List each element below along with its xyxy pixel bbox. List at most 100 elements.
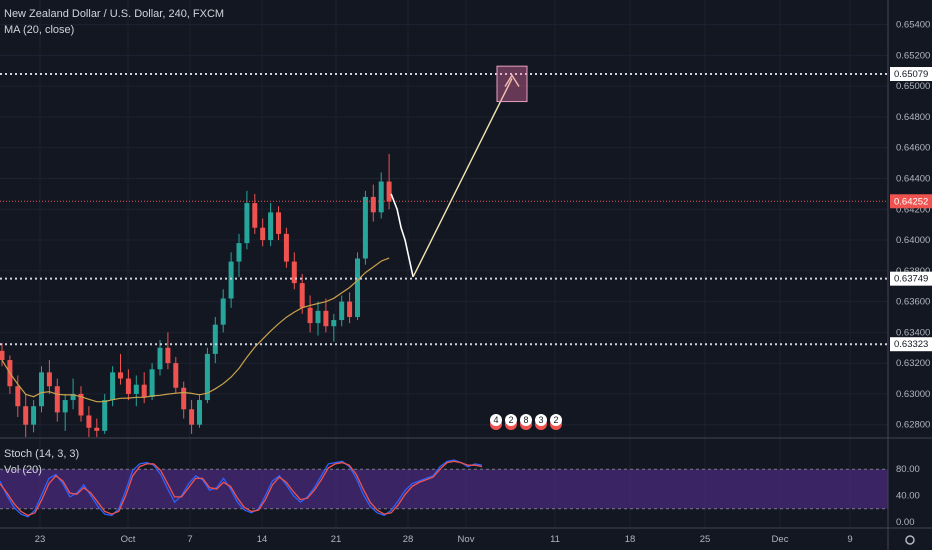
y-tick-label: 0.65400 xyxy=(896,20,930,31)
stoch-line-1 xyxy=(0,460,483,517)
candle-body xyxy=(339,301,345,321)
x-tick-label: 21 xyxy=(331,534,342,545)
event-badge-label: 2 xyxy=(508,415,513,425)
candle-body xyxy=(15,386,21,407)
price-tag-label: 0.65079 xyxy=(894,69,928,80)
candle-body xyxy=(23,406,29,425)
ma-line xyxy=(1,257,390,403)
x-tick-label: 11 xyxy=(550,534,560,545)
candle-body xyxy=(110,372,116,401)
price-tag-bg xyxy=(890,337,932,352)
x-tick-label: 7 xyxy=(187,534,192,545)
candle-body xyxy=(355,258,360,317)
candle-body xyxy=(276,212,281,234)
candle-body xyxy=(181,387,187,410)
y-tick-label: 0.64600 xyxy=(896,143,930,154)
candle-body xyxy=(39,372,44,407)
candle-body xyxy=(244,203,250,244)
candle-body xyxy=(252,203,258,228)
stoch-line-0 xyxy=(0,459,483,518)
stoch-tick-label: 40.00 xyxy=(896,491,920,502)
y-tick-label: 0.63200 xyxy=(896,358,930,369)
candle-body xyxy=(212,324,218,354)
candle-body xyxy=(323,310,329,327)
y-tick-label: 0.64000 xyxy=(896,235,930,246)
candle-body xyxy=(165,347,171,364)
price-tag-label: 0.63323 xyxy=(894,339,928,350)
y-tick-label: 0.65000 xyxy=(896,81,930,92)
candle-body xyxy=(125,378,131,394)
x-tick-label: 25 xyxy=(700,534,711,545)
arrow-head xyxy=(504,74,520,87)
price-tag-bg xyxy=(890,67,932,82)
price-pane xyxy=(0,153,392,437)
candle-body xyxy=(133,384,139,394)
x-tick-label: 23 xyxy=(35,534,46,545)
y-tick-label: 0.64200 xyxy=(896,204,930,215)
candle-body xyxy=(315,310,321,324)
x-tick-label: 9 xyxy=(847,534,852,545)
candle-body xyxy=(347,301,353,317)
price-tag-bg xyxy=(890,194,932,209)
candle-body xyxy=(362,196,368,259)
candle-body xyxy=(54,386,60,413)
candle-body xyxy=(78,393,84,416)
candle-body xyxy=(204,353,210,401)
y-tick-label: 0.63800 xyxy=(896,266,930,277)
candle-body xyxy=(62,400,68,413)
candle-body xyxy=(189,409,195,425)
candle-body xyxy=(370,196,376,213)
candle-body xyxy=(307,307,313,324)
stoch-tick-label: 0.00 xyxy=(896,517,915,528)
y-tick-label: 0.63400 xyxy=(896,327,930,338)
candle-body xyxy=(70,393,76,401)
stoch-tick-label: 80.00 xyxy=(896,464,920,475)
grid-lines xyxy=(0,0,888,528)
candle-body xyxy=(102,400,108,431)
x-tick-label: 28 xyxy=(403,534,414,545)
y-tick-label: 0.64800 xyxy=(896,112,930,123)
candle-body xyxy=(236,243,242,262)
event-badge-label: 8 xyxy=(523,415,528,425)
stoch-band xyxy=(0,469,888,509)
event-badge xyxy=(520,414,532,426)
x-tick-label: 14 xyxy=(257,534,268,545)
candle-body xyxy=(118,372,123,379)
stoch-legend: Stoch (14, 3, 3) xyxy=(4,448,80,460)
price-tag-label: 0.64252 xyxy=(894,196,928,207)
target-box xyxy=(496,65,528,103)
candle-body xyxy=(86,415,92,428)
target-arrow xyxy=(412,78,513,278)
x-tick-label: Dec xyxy=(772,534,789,545)
candle-body xyxy=(268,212,274,241)
candle-body xyxy=(197,400,202,425)
event-badge-label: 2 xyxy=(553,415,558,425)
candle-body xyxy=(141,384,147,397)
candle-body xyxy=(228,261,234,299)
price-tag-bg xyxy=(890,271,932,286)
vol-legend: Vol (20) xyxy=(4,464,42,476)
candle-body xyxy=(331,320,337,327)
candle-body xyxy=(260,227,266,241)
candle-body xyxy=(299,283,305,308)
event-badge xyxy=(505,414,517,426)
candle-body xyxy=(220,298,226,325)
candle-body xyxy=(31,406,37,425)
candle-body xyxy=(157,347,163,370)
event-badge xyxy=(490,414,502,426)
candle-body xyxy=(386,181,392,202)
x-tick-label: Oct xyxy=(121,534,136,545)
event-badge xyxy=(550,414,562,426)
settings-icon xyxy=(905,535,915,545)
candle-body xyxy=(173,363,179,388)
y-tick-label: 0.62800 xyxy=(896,420,930,431)
y-tick-label: 0.63600 xyxy=(896,297,930,308)
ma-legend: MA (20, close) xyxy=(4,24,75,36)
chart-title: New Zealand Dollar / U.S. Dollar, 240, F… xyxy=(4,8,225,20)
candle-body xyxy=(291,261,297,284)
x-tick-label: Nov xyxy=(458,534,475,545)
candle-body xyxy=(149,369,155,397)
candle-body xyxy=(0,350,5,361)
